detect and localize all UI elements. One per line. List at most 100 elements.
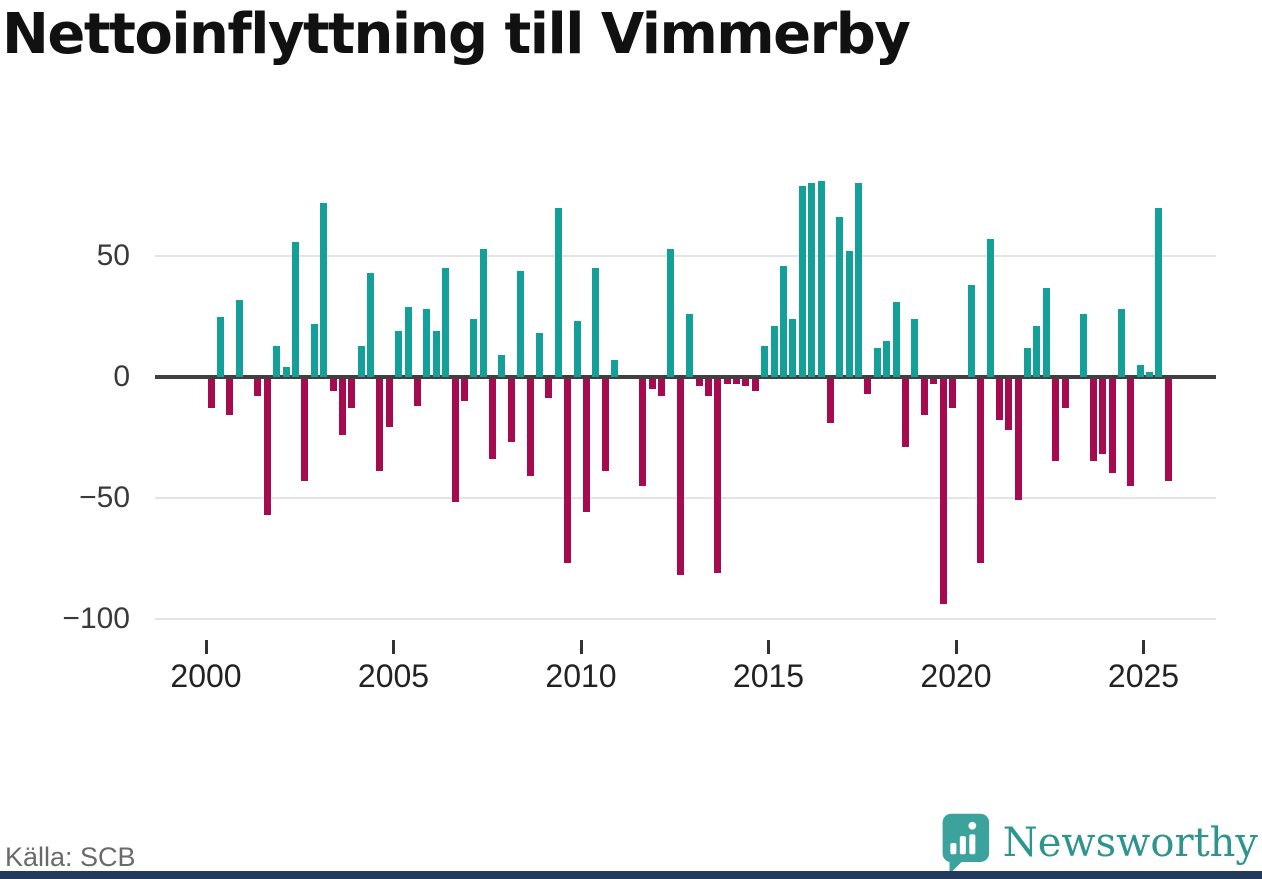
bar-2013Q3	[714, 379, 722, 573]
bar-2014Q2	[742, 379, 750, 387]
bar-2006Q3	[451, 379, 459, 503]
bar-2015Q3	[789, 318, 797, 377]
gridline-minus100	[155, 618, 1216, 620]
footer-accent-bar	[0, 871, 1262, 879]
x-tick-mark-2000	[204, 640, 208, 654]
bar-2021Q1	[995, 379, 1003, 421]
bar-2022Q3	[1052, 379, 1060, 462]
bar-2016Q2	[817, 181, 825, 377]
bar-2005Q4	[423, 309, 431, 377]
bar-2024Q4	[1136, 364, 1144, 377]
bar-2013Q2	[704, 379, 712, 396]
bar-2009Q4	[573, 321, 581, 377]
bar-2012Q1	[658, 379, 665, 396]
bar-2024Q3	[1127, 379, 1135, 486]
bar-2006Q2	[442, 268, 450, 377]
zero-axis-line	[155, 375, 1216, 379]
bar-2014Q1	[733, 379, 741, 384]
bar-2011Q3	[639, 379, 647, 486]
bar-2008Q4	[536, 333, 543, 377]
bar-2007Q4	[498, 355, 506, 377]
bar-2017Q3	[864, 379, 872, 394]
bar-2009Q3	[564, 379, 572, 563]
bar-2018Q4	[911, 318, 919, 377]
bar-2012Q3	[676, 379, 684, 575]
y-tick-label-minus100: −100	[62, 602, 130, 635]
x-tick-label-2005: 2005	[357, 658, 430, 694]
bar-2025Q1	[1146, 372, 1153, 377]
bar-2001Q2	[254, 379, 262, 396]
bar-2021Q2	[1005, 379, 1013, 430]
bar-2019Q1	[920, 379, 928, 416]
bar-2023Q2	[1080, 314, 1088, 377]
bar-2004Q3	[376, 379, 384, 471]
bar-2022Q4	[1061, 379, 1069, 408]
bar-2006Q4	[460, 379, 468, 401]
bar-2005Q2	[404, 306, 412, 377]
gridline-minus50	[155, 497, 1216, 499]
bar-2006Q1	[432, 331, 440, 377]
bar-2017Q4	[873, 348, 881, 377]
bar-2004Q1	[357, 345, 365, 377]
source-caption: Källa: SCB	[5, 842, 136, 872]
x-tick-label-2010: 2010	[545, 658, 617, 694]
bar-2022Q1	[1033, 326, 1041, 377]
bar-2015Q4	[798, 185, 806, 377]
bar-2019Q3	[939, 379, 947, 605]
bar-2005Q1	[395, 331, 403, 377]
bar-2010Q1	[582, 379, 590, 513]
x-tick-label-2020: 2020	[920, 658, 992, 694]
bar-2024Q2	[1117, 309, 1125, 377]
bar-2017Q1	[845, 251, 853, 377]
bar-2000Q4	[235, 299, 243, 377]
x-tick-label-2015: 2015	[732, 658, 805, 694]
bar-2025Q3	[1164, 379, 1172, 481]
bar-2002Q1	[282, 367, 290, 377]
bar-2018Q2	[892, 302, 900, 377]
bar-2007Q3	[489, 379, 497, 459]
bar-2020Q2	[967, 285, 975, 377]
bar-2008Q2	[517, 270, 525, 377]
bar-2003Q2	[329, 379, 337, 392]
bar-2023Q4	[1099, 379, 1107, 454]
bar-2005Q3	[414, 379, 421, 406]
bar-2008Q3	[526, 379, 534, 476]
bar-2012Q4	[686, 314, 694, 377]
bar-2010Q3	[601, 379, 609, 471]
bar-2010Q4	[611, 360, 619, 377]
bar-2003Q3	[338, 379, 346, 435]
bar-2018Q3	[902, 379, 909, 447]
bar-2022Q2	[1042, 287, 1050, 377]
bar-2009Q1	[545, 379, 553, 399]
y-tick-label-0: 0	[113, 360, 130, 393]
bar-2009Q2	[554, 207, 562, 377]
bar-2000Q3	[226, 379, 234, 416]
bar-2004Q2	[367, 272, 374, 377]
bar-2018Q1	[883, 340, 891, 377]
bar-2004Q4	[385, 379, 393, 428]
bar-2008Q1	[507, 379, 515, 442]
bar-2002Q3	[301, 379, 309, 481]
newsworthy-wordmark: Newsworthy	[1002, 820, 1258, 866]
bar-2021Q3	[1014, 379, 1022, 500]
bar-2021Q4	[1024, 348, 1031, 377]
gridline-50	[155, 255, 1216, 257]
x-tick-mark-2025	[1142, 640, 1145, 654]
y-tick-label-minus50: −50	[79, 481, 130, 514]
bar-2019Q4	[948, 379, 956, 408]
bar-2016Q1	[808, 183, 816, 377]
bar-2016Q3	[826, 379, 834, 423]
bar-2000Q2	[216, 316, 224, 377]
bar-2015Q1	[770, 326, 778, 377]
bar-2010Q2	[592, 268, 600, 377]
x-tick-mark-2005	[392, 640, 395, 654]
bar-2007Q1	[470, 318, 478, 377]
x-tick-label-2000: 2000	[170, 658, 242, 694]
bar-2023Q3	[1089, 379, 1097, 462]
x-tick-mark-2020	[954, 640, 958, 654]
bar-2014Q3	[751, 379, 759, 392]
bar-2015Q2	[780, 265, 787, 377]
bar-2017Q2	[855, 183, 863, 377]
bar-2002Q2	[292, 241, 299, 377]
